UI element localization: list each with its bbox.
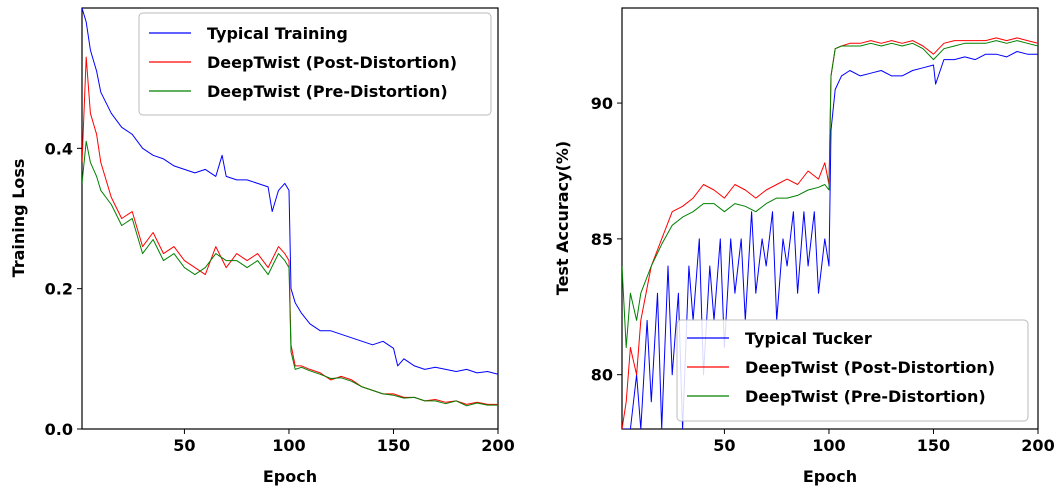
legend-label-typical-tucker: Typical Tucker [745, 329, 872, 348]
legend-box [138, 12, 492, 116]
legend-label-pre-distortion: DeepTwist (Pre-Distortion) [745, 387, 986, 406]
x-ticks: 50 100 150 200 [713, 429, 1055, 455]
x-ticks: 50 100 150 200 [173, 429, 515, 455]
x-tick-label: 150 [917, 436, 950, 455]
x-tick-label: 150 [377, 436, 410, 455]
x-tick-label: 200 [1021, 436, 1054, 455]
x-axis-label: Epoch [263, 467, 317, 486]
y-ticks: 80 85 90 [591, 94, 622, 385]
y-axis-label: Training Loss [9, 159, 28, 278]
training-loss-chart: 50 100 150 200 0.0 0.2 0.4 Epoch Training Los… [9, 7, 515, 486]
legend: Typical Training DeepTwist (Post-Distort… [138, 12, 492, 116]
test-accuracy-chart: 50 100 150 200 80 85 90 Epoch Test Accuracy(%… [553, 7, 1055, 486]
x-tick-label: 50 [173, 436, 195, 455]
x-axis-label: Epoch [803, 467, 857, 486]
series-line-deeptwist-pre-distortion [82, 140, 498, 407]
series-line-deeptwist-pre-distortion [622, 40, 1038, 348]
y-ticks: 0.0 0.2 0.4 [45, 139, 82, 439]
series-line-deeptwist-post-distortion [622, 37, 1038, 429]
y-tick-label: 0.0 [45, 420, 73, 439]
x-tick-label: 100 [272, 436, 305, 455]
x-tick-label: 50 [713, 436, 735, 455]
series-line-typical-training [82, 8, 498, 375]
legend: Typical Tucker DeepTwist (Post-Distortio… [676, 319, 1029, 422]
y-axis-label: Test Accuracy(%) [553, 141, 572, 295]
y-tick-label: 90 [591, 94, 613, 113]
y-tick-label: 0.4 [45, 139, 73, 158]
legend-box [676, 319, 1029, 422]
legend-label-typical-training: Typical Training [207, 24, 348, 43]
series-layer [82, 8, 498, 407]
legend-label-pre-distortion: DeepTwist (Pre-Distortion) [207, 82, 448, 101]
y-tick-label: 80 [591, 366, 613, 385]
legend-label-post-distortion: DeepTwist (Post-Distortion) [207, 53, 457, 72]
x-tick-label: 200 [481, 436, 514, 455]
legend-label-post-distortion: DeepTwist (Post-Distortion) [745, 358, 995, 377]
y-tick-label: 85 [591, 230, 613, 249]
y-tick-label: 0.2 [45, 280, 73, 299]
x-tick-label: 100 [812, 436, 845, 455]
